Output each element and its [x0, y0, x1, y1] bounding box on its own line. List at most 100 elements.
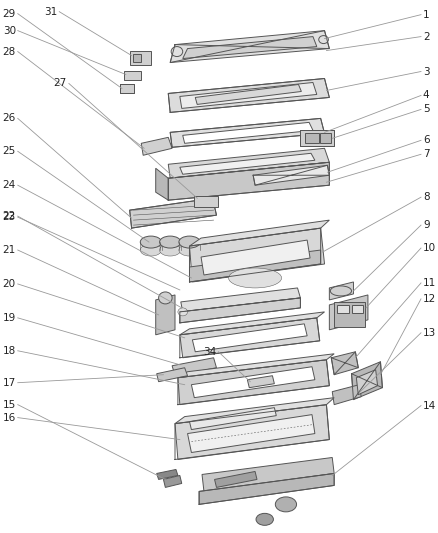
- Polygon shape: [178, 360, 329, 405]
- Polygon shape: [253, 165, 329, 185]
- Polygon shape: [190, 250, 321, 282]
- Text: 18: 18: [3, 346, 16, 356]
- Bar: [334, 302, 365, 327]
- Polygon shape: [202, 457, 334, 491]
- Text: 26: 26: [3, 114, 16, 123]
- Ellipse shape: [178, 308, 187, 316]
- Polygon shape: [332, 385, 361, 405]
- Polygon shape: [190, 408, 276, 430]
- Polygon shape: [180, 83, 317, 108]
- Ellipse shape: [159, 244, 181, 256]
- Polygon shape: [329, 295, 368, 330]
- Bar: [120, 84, 134, 93]
- Polygon shape: [130, 198, 216, 228]
- Polygon shape: [180, 154, 315, 174]
- Bar: [337, 305, 349, 313]
- Text: 5: 5: [423, 104, 430, 115]
- Ellipse shape: [140, 244, 162, 256]
- Polygon shape: [300, 131, 334, 147]
- Text: 23: 23: [3, 212, 16, 222]
- Text: 27: 27: [54, 78, 67, 88]
- Bar: [124, 70, 141, 80]
- Ellipse shape: [179, 236, 200, 248]
- Text: 9: 9: [423, 220, 430, 230]
- Polygon shape: [180, 298, 300, 323]
- Ellipse shape: [140, 236, 162, 248]
- Text: 2: 2: [423, 31, 430, 42]
- Polygon shape: [180, 318, 320, 358]
- Text: 10: 10: [423, 243, 436, 253]
- Polygon shape: [247, 376, 274, 387]
- Text: 31: 31: [44, 7, 57, 17]
- Text: 19: 19: [3, 313, 16, 323]
- Text: 24: 24: [3, 180, 16, 190]
- Text: 21: 21: [3, 245, 16, 255]
- Ellipse shape: [159, 236, 181, 248]
- Polygon shape: [187, 415, 315, 453]
- Text: 22: 22: [3, 211, 16, 221]
- Polygon shape: [172, 358, 216, 376]
- Polygon shape: [191, 367, 315, 398]
- Polygon shape: [141, 138, 172, 155]
- Text: 25: 25: [3, 146, 16, 156]
- Text: 1: 1: [423, 10, 430, 20]
- Bar: [300, 131, 334, 147]
- Text: 15: 15: [3, 400, 16, 410]
- Polygon shape: [178, 354, 334, 378]
- Polygon shape: [215, 472, 257, 487]
- Text: 30: 30: [3, 26, 16, 36]
- Polygon shape: [157, 368, 187, 382]
- Text: 6: 6: [423, 135, 430, 146]
- Polygon shape: [183, 37, 317, 59]
- Polygon shape: [170, 30, 329, 62]
- Bar: [352, 305, 363, 313]
- Bar: [194, 196, 219, 207]
- Polygon shape: [190, 220, 329, 246]
- Text: 13: 13: [423, 328, 436, 338]
- Polygon shape: [195, 84, 301, 104]
- Ellipse shape: [330, 286, 352, 296]
- Polygon shape: [175, 398, 334, 424]
- Bar: [130, 51, 151, 64]
- Text: 20: 20: [3, 279, 16, 289]
- Polygon shape: [156, 295, 175, 335]
- Text: 8: 8: [423, 192, 430, 202]
- Text: 29: 29: [3, 9, 16, 19]
- Polygon shape: [168, 162, 329, 200]
- Polygon shape: [192, 324, 307, 352]
- Polygon shape: [170, 118, 325, 147]
- Polygon shape: [157, 470, 178, 480]
- Text: 28: 28: [3, 46, 16, 56]
- Ellipse shape: [229, 268, 282, 288]
- Ellipse shape: [319, 36, 328, 44]
- Text: 7: 7: [423, 149, 430, 159]
- Text: 4: 4: [423, 91, 430, 100]
- Ellipse shape: [256, 513, 273, 526]
- Polygon shape: [156, 168, 168, 200]
- Text: 14: 14: [423, 401, 436, 410]
- Bar: [133, 53, 141, 61]
- Bar: [305, 133, 319, 143]
- Text: 11: 11: [423, 278, 436, 288]
- Polygon shape: [181, 288, 300, 312]
- Text: 34: 34: [203, 347, 216, 357]
- Polygon shape: [201, 240, 310, 275]
- Polygon shape: [163, 475, 182, 487]
- Text: 17: 17: [3, 378, 16, 387]
- Ellipse shape: [159, 292, 172, 304]
- Text: 3: 3: [423, 67, 430, 77]
- Text: 16: 16: [3, 413, 16, 423]
- Ellipse shape: [179, 244, 200, 256]
- Polygon shape: [329, 282, 353, 300]
- Bar: [320, 133, 331, 143]
- Ellipse shape: [171, 46, 183, 56]
- Polygon shape: [175, 405, 329, 459]
- Polygon shape: [168, 148, 329, 178]
- Polygon shape: [168, 78, 329, 112]
- Polygon shape: [357, 370, 378, 394]
- Polygon shape: [180, 312, 325, 335]
- Polygon shape: [352, 362, 382, 400]
- Polygon shape: [183, 123, 313, 143]
- Polygon shape: [331, 352, 358, 375]
- Text: 12: 12: [423, 294, 436, 304]
